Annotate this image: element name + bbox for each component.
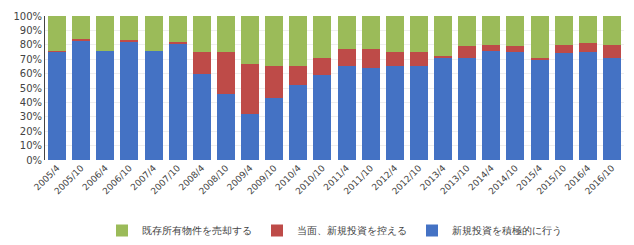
svg-text:50%: 50%	[20, 83, 42, 94]
svg-text:2016/4: 2016/4	[563, 163, 593, 193]
svg-text:2010/10: 2010/10	[294, 163, 328, 197]
svg-text:2006/4: 2006/4	[80, 163, 110, 193]
svg-text:2013/10: 2013/10	[438, 163, 472, 197]
svg-text:2005/4: 2005/4	[32, 163, 62, 193]
svg-text:2007/4: 2007/4	[129, 163, 159, 193]
svg-text:2015/4: 2015/4	[515, 163, 545, 193]
svg-text:2011/4: 2011/4	[322, 163, 352, 193]
svg-text:当面、新規投資を控える: 当面、新規投資を控える	[297, 225, 407, 236]
svg-text:2009/10: 2009/10	[245, 163, 279, 197]
svg-text:90%: 90%	[20, 25, 42, 36]
svg-text:20%: 20%	[20, 126, 42, 137]
svg-text:2014/10: 2014/10	[487, 163, 521, 197]
svg-text:2005/10: 2005/10	[52, 163, 86, 197]
svg-text:2009/4: 2009/4	[225, 163, 255, 193]
svg-text:2006/10: 2006/10	[101, 163, 135, 197]
svg-text:2012/10: 2012/10	[390, 163, 424, 197]
svg-text:2007/10: 2007/10	[149, 163, 183, 197]
svg-text:2008/4: 2008/4	[177, 163, 207, 193]
svg-text:100%: 100%	[13, 11, 42, 22]
svg-text:80%: 80%	[20, 39, 42, 50]
svg-text:2012/4: 2012/4	[370, 163, 400, 193]
svg-text:2010/4: 2010/4	[273, 163, 303, 193]
svg-text:2011/10: 2011/10	[342, 163, 376, 197]
svg-text:既存所有物件を売却する: 既存所有物件を売却する	[142, 225, 252, 236]
svg-text:10%: 10%	[20, 140, 42, 151]
svg-text:2015/10: 2015/10	[535, 163, 569, 197]
svg-text:60%: 60%	[20, 68, 42, 79]
svg-text:2016/10: 2016/10	[583, 163, 617, 197]
svg-text:新規投資を積極的に行う: 新規投資を積極的に行う	[452, 225, 562, 236]
svg-text:30%: 30%	[20, 111, 42, 122]
svg-text:0%: 0%	[26, 155, 42, 166]
svg-text:2014/4: 2014/4	[466, 163, 496, 193]
svg-text:2008/10: 2008/10	[197, 163, 231, 197]
svg-text:2013/4: 2013/4	[418, 163, 448, 193]
svg-text:40%: 40%	[20, 97, 42, 108]
svg-text:70%: 70%	[20, 54, 42, 65]
